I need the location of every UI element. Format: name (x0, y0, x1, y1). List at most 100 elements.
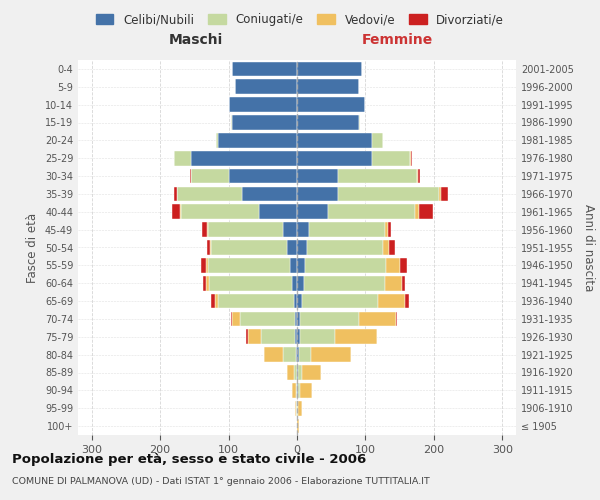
Bar (311, 348, 351, 362)
Bar (297, 222, 310, 237)
Bar (298, 401, 302, 415)
Bar (439, 186, 441, 201)
Bar (295, 401, 296, 415)
Bar (283, 222, 297, 237)
Bar (190, 168, 191, 184)
Text: Femmine: Femmine (362, 33, 433, 47)
Bar (299, 348, 311, 362)
Bar (297, 204, 328, 219)
Bar (247, 330, 248, 344)
Bar (211, 294, 215, 308)
Bar (372, 151, 410, 166)
Bar (297, 258, 305, 272)
Bar (232, 115, 297, 130)
Bar (200, 258, 206, 272)
Bar (385, 276, 402, 290)
Bar (218, 133, 297, 148)
Bar (359, 115, 360, 130)
Bar (292, 276, 297, 290)
Bar (297, 186, 338, 201)
Bar (235, 80, 297, 94)
Bar (242, 186, 297, 201)
Bar (301, 330, 335, 344)
Bar (208, 258, 290, 272)
Bar (210, 240, 211, 255)
Bar (297, 365, 298, 380)
Bar (405, 294, 409, 308)
Bar (419, 204, 433, 219)
Bar (174, 186, 177, 201)
Bar (290, 258, 297, 272)
Bar (388, 222, 391, 237)
Bar (297, 98, 365, 112)
Bar (216, 133, 218, 148)
Bar (232, 312, 240, 326)
Bar (203, 276, 206, 290)
Bar (287, 240, 297, 255)
Bar (297, 419, 299, 434)
Bar (293, 365, 297, 380)
Bar (264, 348, 283, 362)
Bar (297, 168, 338, 184)
Bar (372, 133, 383, 148)
Bar (206, 276, 209, 290)
Bar (259, 204, 297, 219)
Bar (297, 115, 359, 130)
Bar (383, 240, 389, 255)
Text: COMUNE DI PALMANOVA (UD) - Dati ISTAT 1° gennaio 2006 - Elaborazione TUTTITALIA.: COMUNE DI PALMANOVA (UD) - Dati ISTAT 1°… (12, 478, 430, 486)
Bar (297, 383, 298, 398)
Bar (297, 151, 372, 166)
Bar (296, 383, 297, 398)
Bar (402, 276, 405, 290)
Bar (328, 204, 415, 219)
Bar (202, 222, 208, 237)
Bar (206, 240, 210, 255)
Bar (338, 186, 439, 201)
Bar (418, 168, 420, 184)
Bar (378, 294, 405, 308)
Bar (191, 151, 297, 166)
Bar (191, 168, 229, 184)
Bar (301, 312, 359, 326)
Bar (400, 258, 407, 272)
Bar (335, 330, 377, 344)
Bar (297, 276, 304, 290)
Bar (298, 383, 300, 398)
Bar (297, 330, 301, 344)
Bar (359, 312, 396, 326)
Bar (298, 365, 302, 380)
Text: Popolazione per età, sesso e stato civile - 2006: Popolazione per età, sesso e stato civil… (12, 452, 366, 466)
Bar (297, 240, 307, 255)
Bar (417, 168, 418, 184)
Bar (389, 240, 395, 255)
Bar (283, 348, 296, 362)
Bar (302, 294, 378, 308)
Bar (209, 276, 292, 290)
Bar (177, 186, 242, 201)
Bar (297, 62, 362, 76)
Bar (338, 168, 417, 184)
Y-axis label: Anni di nascita: Anni di nascita (581, 204, 595, 291)
Bar (174, 151, 191, 166)
Bar (304, 276, 385, 290)
Bar (305, 258, 386, 272)
Legend: Celibi/Nubili, Coniugati/e, Vedovi/e, Divorziati/e: Celibi/Nubili, Coniugati/e, Vedovi/e, Di… (91, 8, 509, 31)
Bar (297, 312, 301, 326)
Bar (287, 365, 293, 380)
Bar (307, 240, 383, 255)
Y-axis label: Fasce di età: Fasce di età (26, 212, 39, 282)
Bar (295, 330, 297, 344)
Bar (297, 348, 299, 362)
Bar (292, 383, 296, 398)
Bar (297, 133, 372, 148)
Bar (296, 348, 297, 362)
Bar (302, 365, 321, 380)
Bar (180, 204, 181, 219)
Bar (410, 151, 412, 166)
Bar (396, 312, 397, 326)
Bar (172, 204, 180, 219)
Bar (229, 98, 297, 112)
Bar (211, 240, 287, 255)
Bar (261, 330, 295, 344)
Bar (248, 330, 261, 344)
